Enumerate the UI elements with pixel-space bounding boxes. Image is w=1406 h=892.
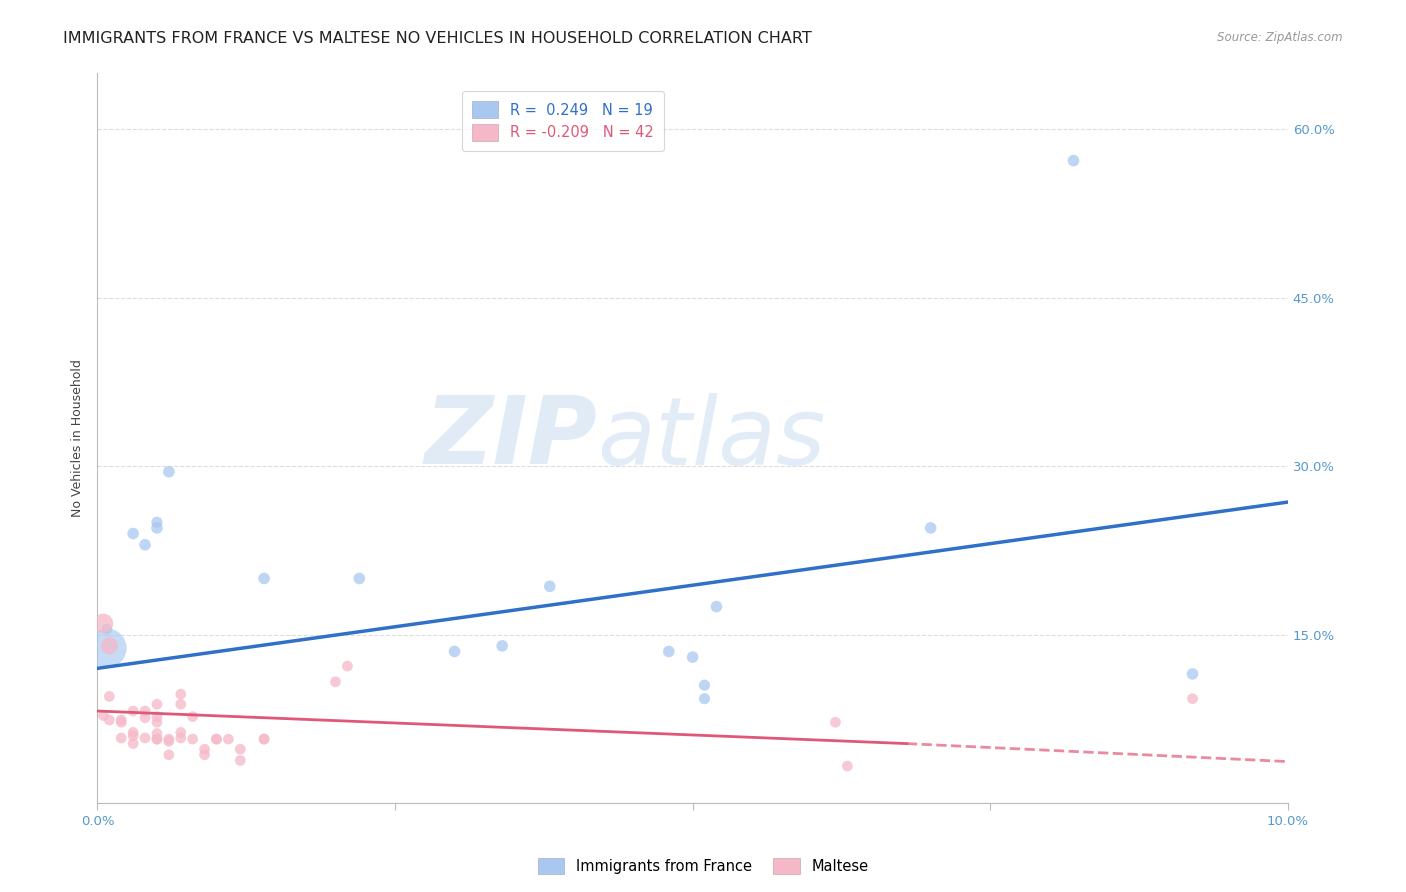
Point	[193, 747, 215, 762]
Point	[193, 742, 215, 756]
Point	[157, 747, 180, 762]
Point	[920, 521, 942, 535]
Point	[170, 687, 193, 701]
Point	[170, 698, 193, 712]
Point	[170, 731, 193, 745]
Point	[122, 704, 145, 718]
Point	[134, 731, 156, 745]
Point	[443, 644, 465, 658]
Point	[157, 732, 180, 747]
Point	[349, 572, 371, 586]
Point	[205, 732, 228, 747]
Point	[181, 709, 204, 723]
Point	[96, 622, 118, 636]
Point	[93, 708, 115, 723]
Point	[122, 729, 145, 743]
Point	[1181, 667, 1204, 681]
Point	[205, 732, 228, 747]
Point	[146, 732, 169, 747]
Point	[146, 698, 169, 712]
Point	[122, 526, 145, 541]
Legend: Immigrants from France, Maltese: Immigrants from France, Maltese	[531, 852, 875, 880]
Point	[146, 732, 169, 747]
Point	[146, 715, 169, 730]
Point	[98, 713, 121, 727]
Point	[693, 691, 716, 706]
Text: ZIP: ZIP	[425, 392, 598, 484]
Legend: R =  0.249   N = 19, R = -0.209   N = 42: R = 0.249 N = 19, R = -0.209 N = 42	[461, 91, 664, 151]
Point	[146, 521, 169, 535]
Point	[325, 674, 347, 689]
Text: atlas: atlas	[598, 392, 825, 483]
Point	[253, 732, 276, 747]
Point	[134, 711, 156, 725]
Point	[229, 754, 252, 768]
Point	[1063, 153, 1085, 168]
Point	[837, 759, 859, 773]
Point	[1181, 691, 1204, 706]
Point	[181, 732, 204, 747]
Point	[146, 516, 169, 530]
Point	[658, 644, 681, 658]
Point	[824, 715, 846, 730]
Point	[98, 690, 121, 704]
Y-axis label: No Vehicles in Household: No Vehicles in Household	[72, 359, 84, 517]
Point	[134, 704, 156, 718]
Point	[110, 731, 132, 745]
Point	[93, 616, 115, 631]
Point	[134, 538, 156, 552]
Point	[491, 639, 513, 653]
Point	[157, 465, 180, 479]
Point	[253, 732, 276, 747]
Point	[336, 659, 359, 673]
Point	[170, 725, 193, 739]
Point	[96, 641, 118, 656]
Point	[538, 579, 561, 593]
Point	[146, 726, 169, 740]
Point	[229, 742, 252, 756]
Point	[682, 650, 704, 665]
Point	[110, 715, 132, 730]
Point	[146, 709, 169, 723]
Text: Source: ZipAtlas.com: Source: ZipAtlas.com	[1218, 31, 1343, 45]
Point	[706, 599, 728, 614]
Point	[122, 725, 145, 739]
Point	[157, 734, 180, 748]
Text: IMMIGRANTS FROM FRANCE VS MALTESE NO VEHICLES IN HOUSEHOLD CORRELATION CHART: IMMIGRANTS FROM FRANCE VS MALTESE NO VEH…	[63, 31, 813, 46]
Point	[693, 678, 716, 692]
Point	[217, 732, 239, 747]
Point	[122, 737, 145, 751]
Point	[253, 572, 276, 586]
Point	[98, 639, 121, 653]
Point	[110, 713, 132, 727]
